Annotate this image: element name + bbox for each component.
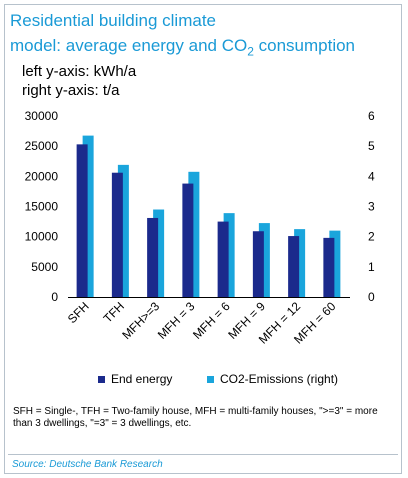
x-tick-label: SFH: [65, 299, 92, 326]
y-left-tick-label: 10000: [25, 230, 59, 244]
x-tick-label: MFH = 6: [190, 299, 233, 342]
chart-title: Residential building climate model: aver…: [10, 8, 390, 64]
x-tick-label: TFH: [101, 299, 127, 325]
title-line-2: model: average energy and CO2 consumptio…: [10, 33, 390, 64]
bar-co2-emissions: [117, 164, 129, 297]
bar-end-energy: [288, 236, 300, 297]
x-tick-label: MFH = 3: [155, 299, 198, 342]
bar-co2-emissions: [329, 230, 341, 297]
bar-end-energy: [76, 144, 88, 297]
y-right-tick-label: 0: [368, 290, 375, 304]
bar-end-energy: [323, 237, 335, 297]
bar-end-energy: [111, 172, 123, 297]
y-right-tick-label: 6: [368, 109, 375, 123]
y-left-tick-label: 20000: [25, 169, 59, 183]
bar-end-energy: [182, 183, 194, 297]
bar-co2-emissions: [188, 171, 200, 297]
footnote: SFH = Single-, TFH = Two-family house, M…: [13, 406, 378, 429]
bar-end-energy: [217, 221, 229, 297]
legend-swatch-co2: [207, 376, 214, 384]
title-line-1: Residential building climate: [10, 11, 217, 30]
legend-label-co2: CO2-Emissions (right): [220, 372, 339, 386]
y-right-tick-label: 4: [368, 169, 375, 183]
bar-co2-emissions: [82, 135, 94, 297]
right-axis-note: right y-axis: t/a: [22, 82, 120, 99]
title-subscript: 2: [247, 44, 254, 59]
legend-co2: CO2-Emissions (right): [207, 372, 338, 386]
title-line-2-end: consumption: [253, 36, 356, 55]
left-axis-note: left y-axis: kWh/a: [22, 63, 137, 80]
x-tick-label: MFH>=3: [119, 299, 162, 342]
source-note: Source: Deutsche Bank Research: [12, 459, 163, 470]
bar-co2-emissions: [258, 223, 270, 297]
chart-frame: [4, 4, 402, 474]
legend-end-energy: End energy: [98, 372, 172, 386]
bar-co2-emissions: [223, 213, 235, 297]
legend-swatch-end-energy: [98, 376, 105, 384]
title-line-2-text: model: average energy and CO: [10, 36, 248, 55]
y-right-tick-label: 5: [368, 139, 375, 153]
y-right-tick-label: 1: [368, 260, 375, 274]
legend-label-end-energy: End energy: [111, 372, 173, 386]
bar-end-energy: [147, 217, 159, 297]
y-left-tick-label: 25000: [25, 139, 59, 153]
y-right-tick-label: 2: [368, 230, 375, 244]
y-left-tick-label: 30000: [25, 109, 59, 123]
bar-co2-emissions: [153, 209, 165, 297]
y-left-tick-label: 0: [51, 290, 58, 304]
y-left-tick-label: 5000: [31, 260, 58, 274]
bar-co2-emissions: [294, 229, 306, 297]
source-divider: [8, 454, 398, 455]
y-right-tick-label: 3: [368, 200, 375, 214]
bar-end-energy: [252, 231, 264, 297]
y-left-tick-label: 15000: [25, 200, 59, 214]
